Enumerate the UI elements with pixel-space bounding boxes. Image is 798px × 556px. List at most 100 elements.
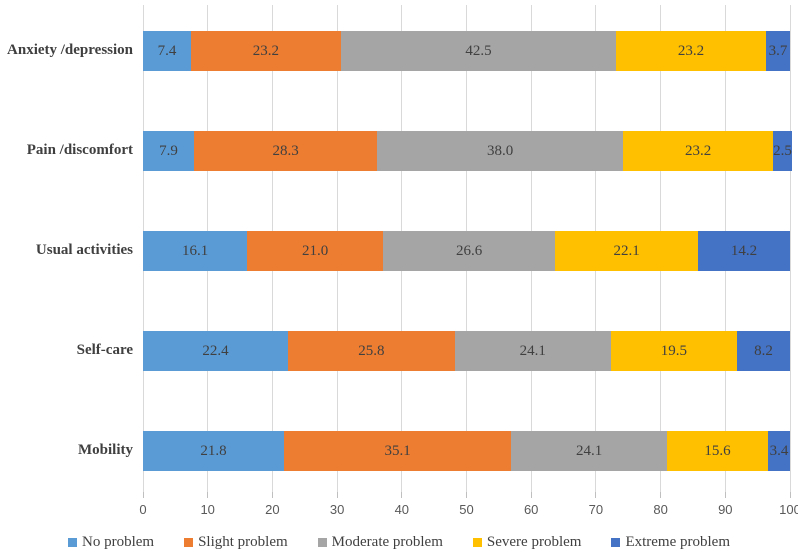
- bar-value-label: 28.3: [272, 142, 299, 159]
- bar-segment: 42.5: [340, 31, 616, 71]
- bar-value-label: 3.7: [768, 42, 788, 59]
- bar-segment: 38.0: [377, 131, 624, 171]
- axis-tick: [466, 492, 467, 498]
- category-label: Anxiety /depression: [7, 42, 133, 59]
- axis-tick: [271, 492, 273, 498]
- legend-item: Severe problem: [472, 533, 582, 551]
- legend-item: Extreme problem: [611, 534, 730, 551]
- bar-segment: 35.1: [284, 431, 512, 471]
- axis-tick: [401, 492, 403, 498]
- legend-label: Moderate problem: [331, 533, 443, 550]
- bar-segment: 21.8: [143, 431, 285, 471]
- legend-label: Severe problem: [486, 533, 582, 550]
- category-label: Usual activities: [35, 242, 133, 259]
- bar-value-label: 19.5: [660, 342, 687, 359]
- bar-value-label: 7.9: [159, 142, 178, 159]
- x-axis-tick-label: 90: [718, 502, 733, 517]
- bar-segment: 23.2: [623, 131, 774, 171]
- chart-legend: No problem Slight problem Moderate problem…: [0, 531, 798, 553]
- bar-segment: 28.3: [194, 131, 378, 171]
- x-axis-tick-label: 100: [779, 502, 798, 517]
- legend-label: Slight problem: [198, 533, 288, 550]
- bar-segment: 16.1: [143, 231, 248, 271]
- bar-value-label: 14.2: [730, 242, 758, 259]
- bar-value-label: 2.5: [773, 142, 792, 159]
- axis-tick: [724, 492, 726, 498]
- legend-swatch: [68, 537, 77, 547]
- category-label: Pain /discomfort: [26, 142, 133, 159]
- bar-value-label: 23.2: [677, 42, 705, 59]
- bar-segment: 23.2: [190, 31, 341, 71]
- legend-swatch: [611, 537, 621, 547]
- legend-item: Moderate problem: [317, 533, 443, 551]
- bar-segment: 7.4: [143, 31, 191, 71]
- bar-value-label: 24.1: [519, 342, 546, 359]
- legend-swatch: [472, 537, 482, 547]
- axis-tick: [660, 492, 662, 498]
- x-axis-tick-label: 40: [394, 502, 410, 517]
- x-axis-tick-label: 60: [523, 502, 539, 517]
- axis-tick: [142, 492, 144, 498]
- bar-segment: 3.4: [767, 431, 790, 471]
- bar-value-label: 21.8: [200, 442, 227, 459]
- bar-value-label: 7.4: [157, 42, 177, 59]
- bar-row: 21.8 35.1 24.1 15.6 3.4: [143, 431, 790, 471]
- bar-value-label: 3.4: [769, 442, 789, 459]
- bar-segment: 24.1: [511, 431, 668, 471]
- x-axis-tick-label: 20: [265, 502, 280, 517]
- bar-segment: 22.4: [143, 331, 288, 371]
- bar-segment: 3.7: [766, 31, 790, 71]
- category-label: Self-care: [76, 342, 133, 359]
- bar-segment: 2.5: [773, 131, 792, 171]
- axis-tick: [530, 492, 532, 498]
- bar-segment: 25.8: [287, 331, 455, 371]
- axis-tick: [595, 492, 597, 498]
- x-axis-tick-label: 80: [653, 502, 668, 517]
- bar-row: 7.9 28.3 38.0 23.2 2.5: [143, 131, 792, 171]
- category-label: Mobility: [78, 442, 133, 459]
- bar-value-label: 16.1: [181, 242, 209, 259]
- legend-swatch: [317, 537, 327, 547]
- bar-segment: 22.1: [555, 231, 699, 271]
- legend-item: Slight problem: [184, 534, 288, 551]
- bar-segment: 8.2: [736, 331, 790, 371]
- bar-value-label: 25.8: [358, 342, 385, 359]
- bar-value-label: 15.6: [704, 442, 731, 459]
- bar-value-label: 22.4: [202, 342, 229, 359]
- bar-value-label: 23.2: [684, 142, 712, 159]
- bar-value-label: 23.2: [252, 42, 280, 59]
- gridline: [789, 5, 791, 492]
- axis-tick: [207, 492, 209, 498]
- bar-value-label: 35.1: [384, 442, 411, 459]
- plot-area: 7.4 23.2 42.5 23.2 3.7 7.9 28.3 38.0 23.2 2.5 16.1…: [142, 5, 792, 498]
- legend-item: No problem: [68, 534, 154, 551]
- bar-value-label: 24.1: [575, 442, 603, 459]
- bar-segment: 15.6: [667, 431, 768, 471]
- x-axis-tick-label: 50: [459, 502, 474, 517]
- bar-value-label: 21.0: [301, 242, 329, 259]
- bar-segment: 14.2: [698, 231, 790, 271]
- legend-label: No problem: [82, 533, 155, 550]
- bar-segment: 23.2: [615, 31, 767, 71]
- bar-segment: 24.1: [454, 331, 611, 371]
- bar-segment: 7.9: [143, 131, 195, 171]
- bar-value-label: 42.5: [465, 42, 492, 59]
- x-axis-tick-label: 30: [329, 502, 345, 517]
- bar-value-label: 8.2: [754, 342, 773, 359]
- bar-value-label: 26.6: [455, 242, 483, 259]
- bar-segment: 21.0: [247, 231, 384, 271]
- bar-segment: 19.5: [610, 331, 737, 371]
- axis-tick: [336, 492, 338, 498]
- bar-row: 7.4 23.2 42.5 23.2 3.7: [143, 31, 790, 71]
- axis-tick: [789, 492, 791, 498]
- legend-label: Extreme problem: [625, 533, 730, 550]
- bar-value-label: 38.0: [487, 142, 514, 159]
- legend-swatch: [184, 537, 194, 547]
- bar-row: 22.4 25.8 24.1 19.5 8.2: [143, 331, 790, 371]
- bar-segment: 26.6: [383, 231, 556, 271]
- x-axis-tick-label: 0: [139, 502, 147, 517]
- x-axis-tick-label: 70: [588, 502, 604, 517]
- bar-value-label: 22.1: [613, 242, 640, 259]
- bar-row: 16.1 21.0 26.6 22.1 14.2: [143, 231, 790, 271]
